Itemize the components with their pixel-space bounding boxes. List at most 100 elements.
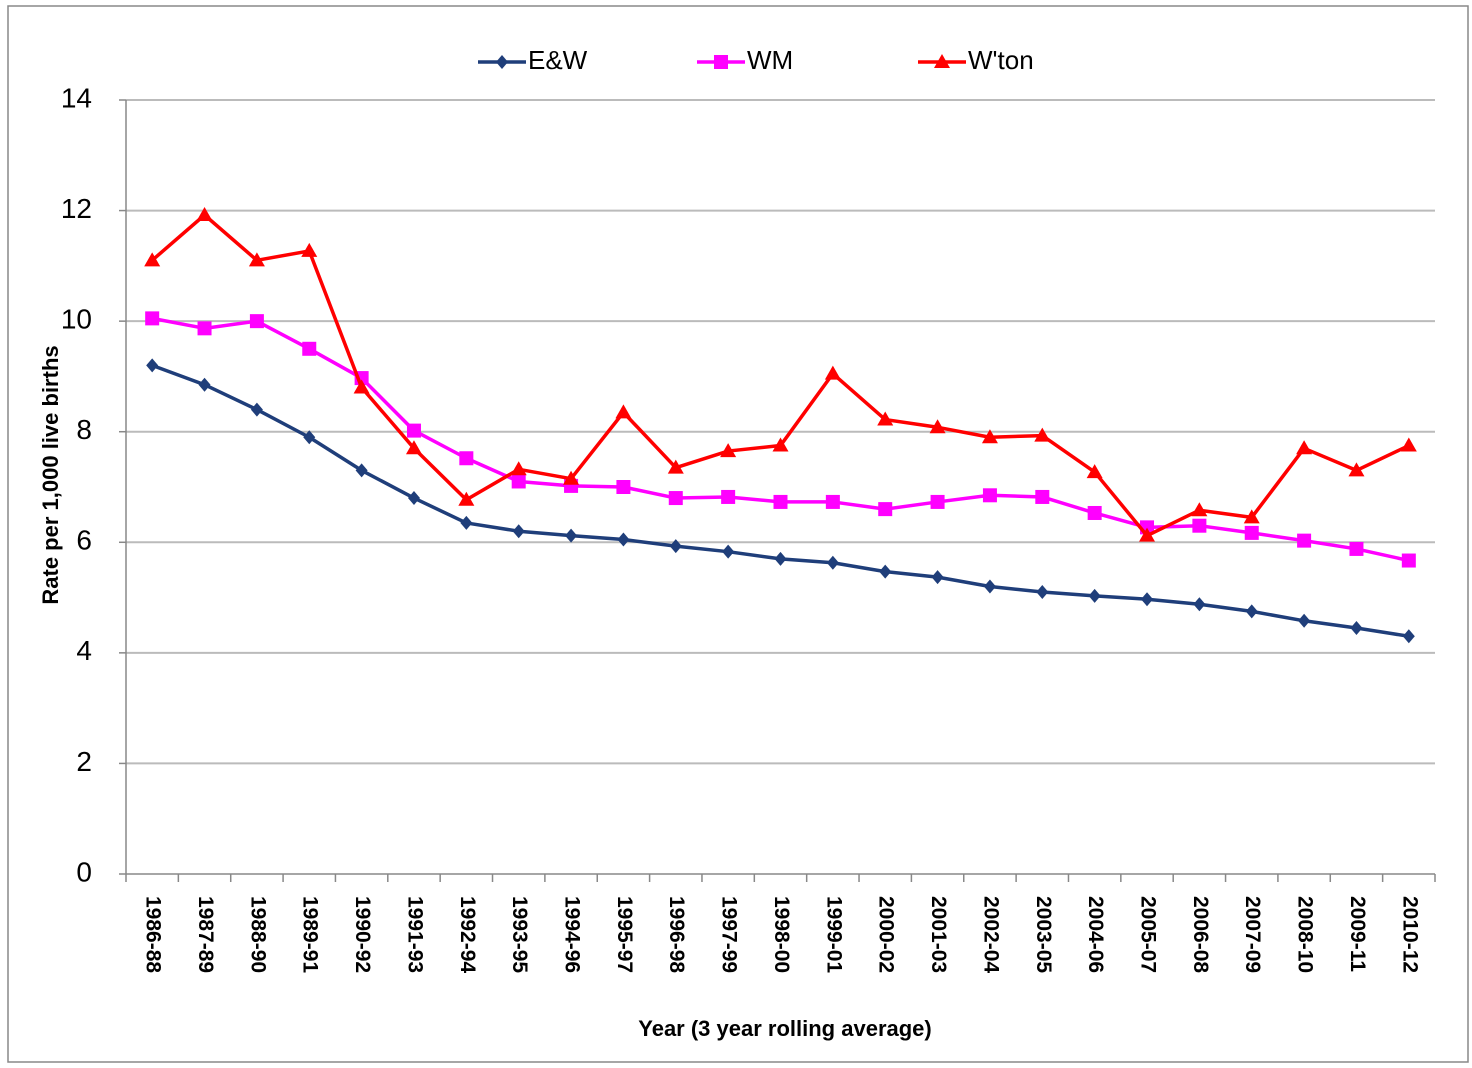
marker [930,494,945,509]
marker [1350,620,1363,635]
marker [616,480,631,494]
marker [302,341,317,356]
marker [929,419,946,434]
marker [669,539,682,554]
chart-frame [7,5,1469,1063]
x-tick-label: 1989-91 [299,896,322,973]
legend-marker [714,55,728,69]
marker [459,451,474,466]
marker [981,429,998,444]
x-tick-label: 2006-08 [1189,896,1212,973]
marker [1191,502,1208,517]
legend-label: W'ton [968,45,1034,75]
marker [878,502,893,517]
marker [249,314,264,329]
marker [458,491,475,506]
marker [353,379,370,394]
legend-marker [496,55,508,69]
legend-label: WM [747,45,793,75]
marker [1298,613,1311,628]
legend-label: E&W [528,45,588,75]
marker [1139,527,1156,542]
marker [301,242,318,257]
marker [198,377,211,392]
x-tick-label: 1986-88 [142,896,165,973]
marker [1034,427,1051,442]
marker [510,461,527,476]
y-tick-label: 8 [76,414,92,445]
marker [931,570,944,585]
marker [1296,440,1313,455]
marker [1348,462,1365,477]
x-tick-label: 1999-01 [822,896,845,973]
marker [1087,505,1102,520]
marker [146,358,159,373]
marker [772,437,789,452]
marker [1400,437,1417,452]
x-tick-label: 2009-11 [1346,896,1369,972]
marker [721,489,736,504]
y-axis-title: Rate per 1,000 live births [38,345,63,604]
marker [983,579,996,594]
x-tick-label: 2005-07 [1136,896,1159,973]
marker [196,206,213,221]
marker [1297,533,1312,548]
x-tick-label: 2003-05 [1032,896,1055,973]
marker [1036,585,1049,600]
y-tick-label: 14 [61,82,92,113]
y-tick-label: 0 [76,856,92,887]
marker [615,404,632,419]
x-tick-label: 2010-12 [1398,896,1421,973]
marker [563,470,580,485]
marker [826,555,839,570]
x-tick-label: 1997-99 [718,896,741,973]
marker [407,491,420,506]
marker [879,564,892,579]
marker [511,474,526,489]
marker [512,524,525,539]
marker [824,365,841,380]
legend-marker [934,54,950,68]
marker [668,491,683,506]
x-tick-label: 1994-96 [561,896,584,973]
x-tick-label: 2008-10 [1294,896,1317,973]
x-tick-label: 1993-95 [508,896,531,973]
marker [565,528,578,543]
marker [197,321,212,336]
x-tick-label: 1988-90 [246,896,269,973]
marker [145,311,160,326]
x-tick-label: 2000-02 [875,896,898,973]
marker [250,402,263,417]
marker [773,494,788,509]
marker [1086,464,1103,479]
x-tick-label: 2002-04 [979,896,1002,973]
marker [405,440,422,455]
x-tick-label: 1992-94 [456,896,479,973]
x-tick-label: 2007-09 [1241,896,1264,973]
y-tick-label: 6 [76,525,92,556]
marker [1245,604,1258,619]
marker [825,494,840,509]
marker [303,430,316,445]
y-tick-label: 4 [76,635,92,666]
x-tick-label: 1987-89 [194,896,217,973]
marker [355,463,368,478]
marker [1401,553,1416,568]
marker [1035,489,1050,504]
marker [144,252,161,267]
x-tick-label: 1995-97 [613,896,636,973]
x-tick-label: 1996-98 [665,896,688,973]
marker [460,515,473,530]
x-tick-label: 1991-93 [403,896,426,973]
x-tick-label: 1990-92 [351,896,374,973]
x-tick-label: 1998-00 [770,896,793,973]
x-tick-label: 2004-06 [1084,896,1107,973]
marker [406,423,421,438]
marker [1243,509,1260,524]
marker [1193,597,1206,612]
x-tick-label: 2001-03 [927,896,950,973]
y-tick-label: 12 [61,193,92,224]
marker [774,551,787,566]
marker [248,252,265,267]
